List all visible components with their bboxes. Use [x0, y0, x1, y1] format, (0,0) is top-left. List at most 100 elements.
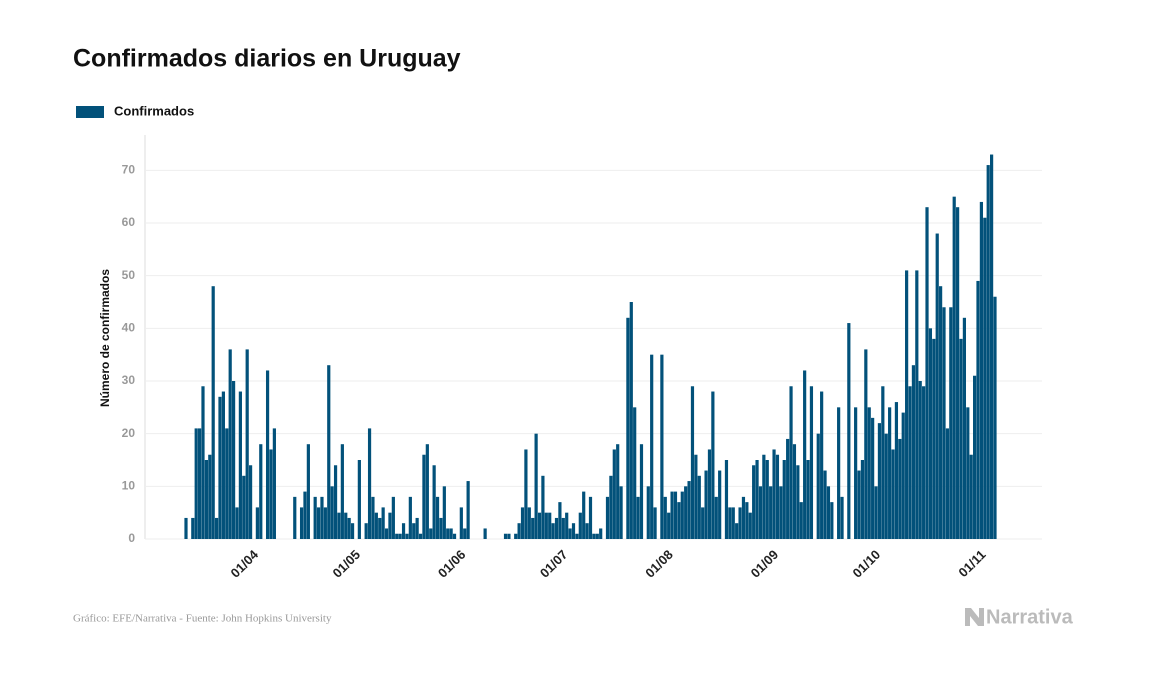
bar [973, 375, 977, 539]
bar [935, 233, 939, 540]
y-tick-label: 20 [122, 426, 136, 440]
bar [962, 317, 967, 539]
bar [979, 201, 984, 539]
y-tick-label: 0 [128, 531, 135, 545]
bar [568, 528, 572, 539]
bar [707, 449, 712, 539]
bar [514, 533, 518, 539]
bar [867, 407, 871, 539]
bar [446, 528, 450, 539]
bar [908, 386, 912, 539]
bar [208, 454, 212, 539]
bar [830, 502, 834, 539]
bar [218, 396, 222, 539]
bar [905, 270, 909, 539]
bar [442, 486, 446, 539]
x-tick-label: 01/05 [329, 547, 363, 581]
bar [748, 512, 752, 539]
bar [792, 444, 797, 539]
bar [507, 533, 511, 539]
bar [629, 302, 633, 539]
bar [531, 517, 535, 539]
bar [639, 444, 644, 539]
brand-logo [965, 608, 984, 626]
bar [687, 481, 691, 539]
bar [925, 207, 929, 539]
bar [626, 317, 630, 539]
bar [633, 407, 637, 539]
bar [826, 486, 831, 539]
bar [680, 491, 684, 539]
bar [303, 491, 307, 539]
bar [344, 512, 348, 539]
bar [663, 496, 667, 539]
bar [840, 496, 844, 539]
bar [320, 496, 324, 539]
bar [238, 391, 242, 539]
bar [837, 407, 841, 539]
bar [694, 454, 698, 539]
y-tick-label: 10 [122, 479, 136, 493]
bar [595, 533, 599, 539]
bar [367, 428, 372, 539]
bar [503, 533, 508, 539]
bar [779, 486, 783, 539]
bar [922, 386, 926, 539]
bar [799, 502, 803, 539]
bar [422, 454, 426, 539]
bar [599, 528, 603, 539]
bar [752, 465, 756, 539]
bar [350, 523, 355, 539]
bar [466, 481, 470, 539]
bar [588, 496, 593, 539]
bar [803, 370, 807, 539]
bar [575, 533, 579, 539]
bar [888, 407, 892, 539]
bar [527, 507, 531, 539]
bar [459, 507, 463, 539]
bar [986, 165, 990, 540]
y-tick-label: 60 [122, 215, 136, 229]
bar [534, 433, 538, 539]
bar [333, 465, 338, 539]
bar [701, 507, 705, 539]
bar [704, 470, 708, 539]
bar [578, 512, 582, 539]
x-tick-label: 01/08 [642, 547, 676, 581]
bar [928, 328, 933, 539]
bar [439, 517, 443, 539]
bar [313, 496, 317, 539]
bar [724, 460, 729, 539]
bar [915, 270, 919, 539]
bar [823, 470, 827, 539]
bar [670, 491, 674, 539]
bar [544, 512, 548, 539]
bar [636, 496, 640, 539]
bar [561, 517, 565, 539]
bar [371, 496, 375, 539]
bar [401, 523, 406, 539]
bar [245, 349, 249, 539]
bar [316, 507, 321, 539]
bar [483, 528, 487, 539]
bar [690, 386, 695, 539]
bar [408, 496, 412, 539]
bar [463, 528, 467, 539]
bar [347, 517, 351, 539]
bar [582, 491, 586, 539]
y-tick-label: 50 [122, 268, 136, 282]
bar [697, 475, 701, 539]
bar [956, 207, 960, 539]
bar [718, 470, 722, 539]
bar [765, 460, 769, 539]
x-tick-label: 01/07 [537, 547, 571, 581]
bar [194, 428, 198, 539]
bar [398, 533, 402, 539]
bar [211, 286, 215, 539]
y-axis-label: Número de confirmados [98, 269, 112, 407]
bar [901, 412, 905, 539]
x-tick-label: 01/10 [850, 547, 884, 581]
bar [731, 507, 735, 539]
bar [378, 517, 382, 539]
bar [558, 502, 562, 539]
